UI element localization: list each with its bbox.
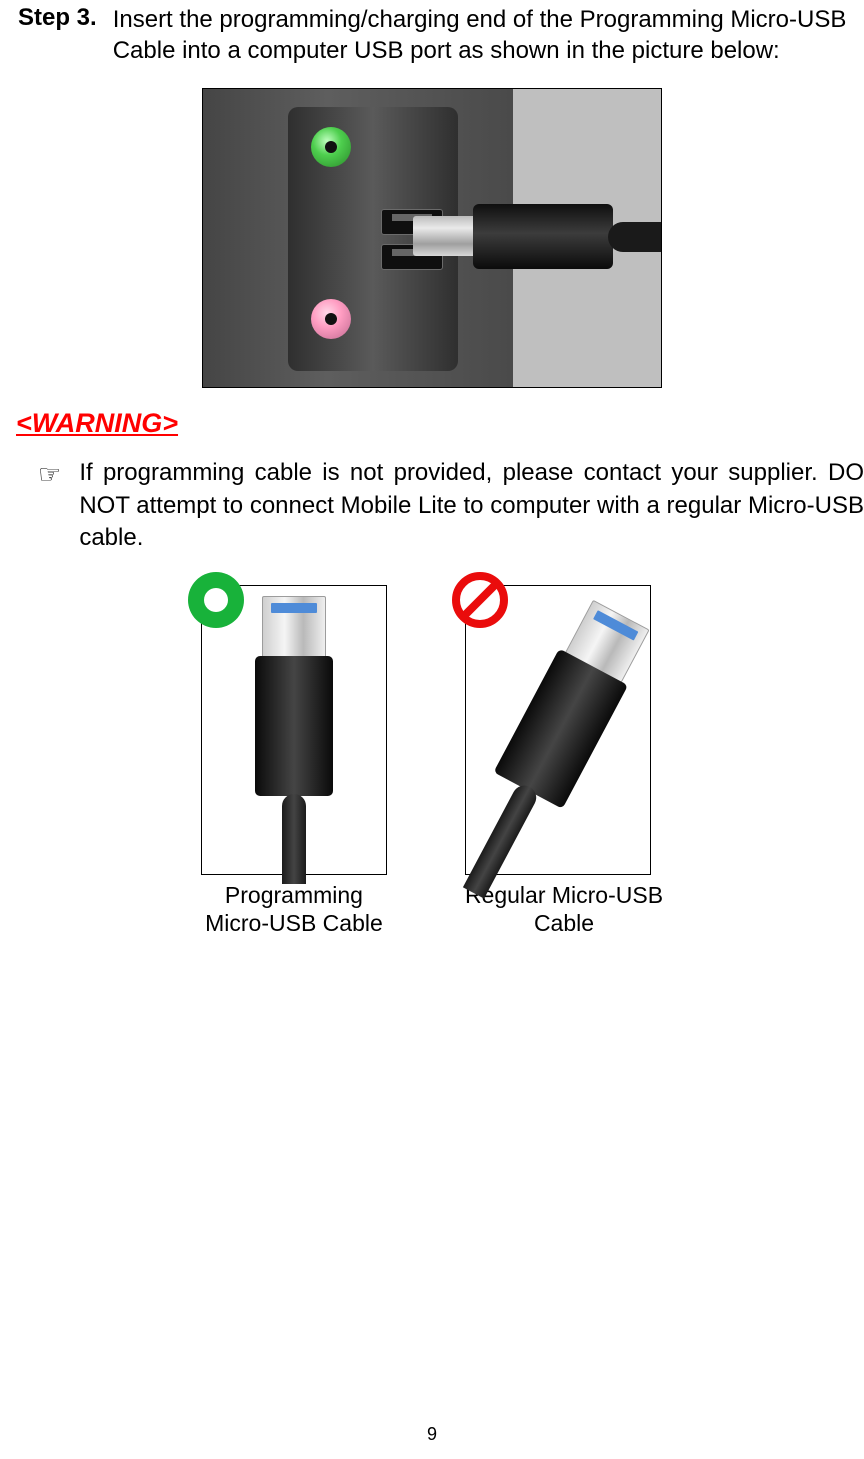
pointing-hand-icon: ☞: [38, 459, 61, 554]
ok-marker-icon: [188, 572, 244, 628]
step-row: Step 3. Insert the programming/charging …: [0, 0, 864, 66]
warning-text: If programming cable is not provided, pl…: [79, 457, 864, 554]
usb-connector-metal: [262, 596, 326, 658]
prohibited-marker-icon: [452, 572, 508, 628]
usb-plug-body: [473, 204, 613, 269]
caption-line: Programming: [225, 882, 363, 908]
usb-connector-cable: [282, 794, 306, 884]
programming-cable-caption: Programming Micro-USB Cable: [201, 881, 387, 939]
caption-line: Regular Micro-USB: [465, 882, 663, 908]
usb-connector-body: [255, 656, 333, 796]
figure-usb-into-pc: [202, 88, 662, 388]
caption-line: Micro-USB Cable: [205, 910, 383, 936]
warning-heading: <WARNING>: [16, 408, 864, 439]
cable-comparison: Programming Micro-USB Cable Regular Micr…: [0, 585, 864, 939]
caption-line: Cable: [534, 910, 594, 936]
regular-cable-figure: [465, 585, 651, 875]
regular-cable-column: Regular Micro-USB Cable: [465, 585, 663, 939]
regular-cable-caption: Regular Micro-USB Cable: [465, 881, 663, 939]
step-text: Insert the programming/charging end of t…: [113, 4, 864, 66]
page-number: 9: [0, 1424, 864, 1445]
usb-plug-inserting: [413, 204, 662, 269]
usb-plug-cable: [608, 222, 662, 252]
programming-cable-column: Programming Micro-USB Cable: [201, 585, 387, 939]
step-label: Step 3.: [18, 4, 97, 66]
warning-row: ☞ If programming cable is not provided, …: [0, 457, 864, 554]
programming-cable-figure: [201, 585, 387, 875]
